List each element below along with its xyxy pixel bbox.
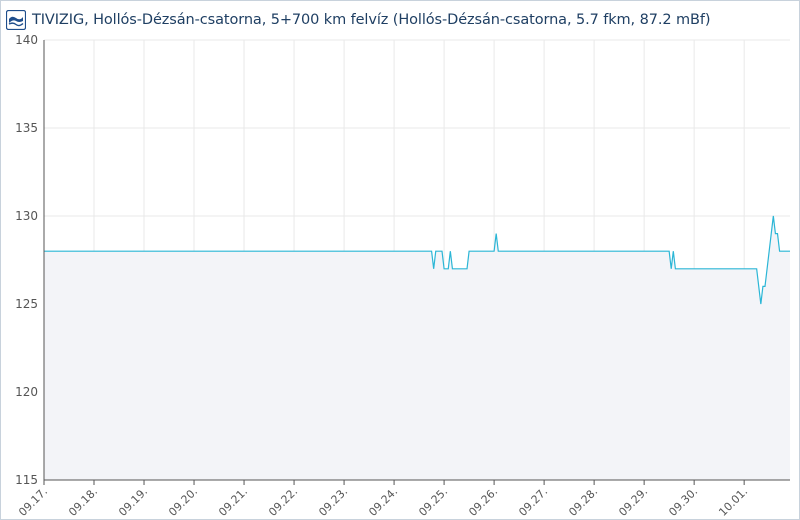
series-path	[44, 215, 790, 305]
y-tick-label: 115	[15, 473, 38, 487]
series-area	[44, 216, 790, 480]
series-line	[44, 215, 790, 305]
y-axis-ticks: 115 120 125 130 135 140	[15, 33, 38, 487]
y-tick-label: 135	[15, 121, 38, 135]
x-tick-label: 09.22.	[266, 485, 300, 519]
x-tick-label: 09.19.	[116, 485, 150, 519]
x-tick-label: 09.20.	[166, 485, 200, 519]
x-tick-label: 09.24.	[366, 485, 400, 519]
y-tick-label: 120	[15, 385, 38, 399]
area-fill	[44, 216, 790, 480]
axes	[43, 40, 790, 485]
y-tick-label: 130	[15, 209, 38, 223]
x-tick-label: 09.21.	[216, 485, 250, 519]
x-tick-label: 09.27.	[516, 485, 550, 519]
chart-title: TIVIZIG, Hollós-Dézsán-csatorna, 5+700 k…	[32, 12, 711, 28]
y-tick-label: 140	[15, 33, 38, 47]
x-tick-label: 09.26.	[466, 485, 500, 519]
x-tick-label: 09.29.	[616, 485, 650, 519]
y-tick-label: 125	[15, 297, 38, 311]
chart-header: TIVIZIG, Hollós-Dézsán-csatorna, 5+700 k…	[1, 1, 799, 39]
x-tick-label: 10.01.	[716, 485, 750, 519]
x-axis-ticks: 09.17. 09.18. 09.19. 09.20. 09.21. 09.22. 09.2…	[16, 485, 750, 519]
x-tick-label: 09.17.	[16, 485, 50, 519]
x-tick-label: 09.23.	[316, 485, 350, 519]
tivizig-wave-logo-icon	[6, 10, 26, 30]
x-tick-label: 09.25.	[416, 485, 450, 519]
x-tick-label: 09.18.	[66, 485, 100, 519]
x-tick-label: 09.30.	[666, 485, 700, 519]
x-tick-label: 09.28.	[566, 485, 600, 519]
